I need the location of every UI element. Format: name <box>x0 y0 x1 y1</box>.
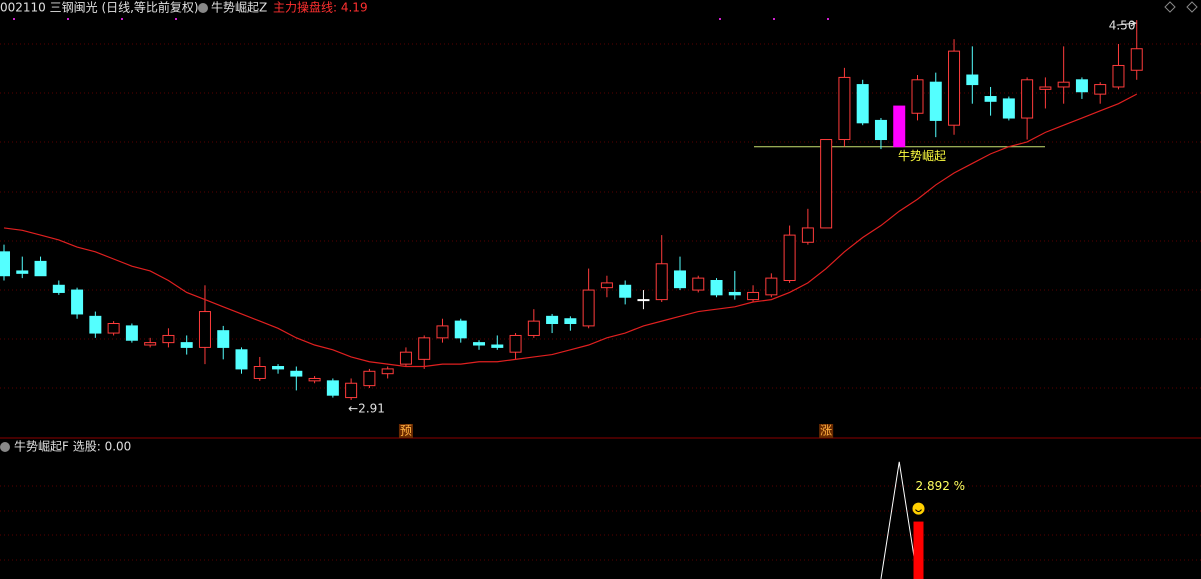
candle-body <box>856 84 869 124</box>
candle-body <box>527 320 540 336</box>
indicator-name: 牛势崛起Z <box>211 0 267 15</box>
candle-body <box>984 96 997 102</box>
candle-body <box>747 291 760 301</box>
candle-body <box>564 318 577 325</box>
value-label: 2.892 % <box>916 479 966 493</box>
candle-body <box>1094 84 1107 95</box>
dot <box>13 18 15 20</box>
candle-body <box>637 299 650 302</box>
candle-body <box>673 270 686 289</box>
candle-body <box>345 382 358 399</box>
candle-body <box>125 325 138 341</box>
candle-body <box>235 349 248 370</box>
candle-body <box>217 330 230 348</box>
candle-body <box>546 315 559 325</box>
candle-body <box>52 284 65 293</box>
candle-body <box>1021 79 1034 119</box>
chart-title: 002110 三钢闽光 (日线,等比前复权) <box>0 0 199 15</box>
candle-body <box>198 311 211 348</box>
candle-body <box>948 50 961 126</box>
candle-body <box>509 334 522 353</box>
window-icons[interactable] <box>1164 1 1198 13</box>
dot <box>67 18 69 20</box>
high-arrow <box>1116 20 1137 27</box>
candle-body <box>272 366 285 370</box>
marker: 涨 <box>820 423 832 438</box>
candle-body <box>600 282 613 289</box>
signal-bar <box>913 521 924 579</box>
menu-icon[interactable] <box>0 442 10 452</box>
candle-body <box>308 377 321 382</box>
candle-body <box>399 351 412 365</box>
candle-body <box>893 105 906 148</box>
candle-body <box>783 234 796 282</box>
candle-body <box>692 277 705 291</box>
candle-body <box>16 270 29 274</box>
candle-body <box>655 263 668 301</box>
candle-body <box>820 139 833 229</box>
candle-body <box>874 119 887 141</box>
marker-box <box>398 424 413 438</box>
candle-body <box>966 74 979 86</box>
signal-line <box>880 461 918 579</box>
candle-body <box>381 368 394 375</box>
candle-body <box>454 320 467 339</box>
candle-body <box>911 79 924 114</box>
candle-body <box>34 260 47 277</box>
candle-body <box>728 291 741 296</box>
smiley <box>912 502 925 515</box>
candle-body <box>619 284 632 298</box>
dot <box>175 18 177 20</box>
dot <box>827 18 829 20</box>
candle-body <box>1057 81 1070 88</box>
marker-box <box>819 424 834 438</box>
candle-body <box>1002 98 1015 119</box>
candle-body <box>929 81 942 121</box>
candle-body <box>473 342 486 346</box>
level-label: 牛势崛起 <box>898 148 946 163</box>
smiley-face <box>915 509 922 513</box>
candle-body <box>0 251 10 277</box>
candle-body <box>89 315 102 334</box>
grid <box>0 43 1201 561</box>
candle-body <box>326 380 339 396</box>
candle-body <box>1039 86 1052 90</box>
candle-body <box>1112 64 1125 88</box>
low-label: ←2.91 <box>348 401 385 415</box>
dot <box>121 18 123 20</box>
candle-body <box>418 337 431 360</box>
candle-body <box>801 227 814 243</box>
candle-body <box>290 370 303 377</box>
ma-label: 主力操盘线: 4.19 <box>273 0 368 15</box>
ma-line <box>3 93 1138 368</box>
candle-body <box>71 289 84 315</box>
candle-body <box>765 277 778 296</box>
candle-body <box>710 280 723 296</box>
candle-body <box>253 366 266 379</box>
candle-body <box>1075 79 1088 93</box>
candle-body <box>144 342 157 346</box>
candle-body <box>180 342 193 348</box>
candle-body <box>491 344 504 348</box>
candle-body <box>436 325 449 339</box>
high-label: 4.50 <box>1109 19 1136 33</box>
candle-body <box>582 289 595 327</box>
marker: 预 <box>400 424 412 438</box>
candle-body <box>363 370 376 387</box>
dot <box>719 18 721 20</box>
lower-title: 牛势崛起F 选股: 0.00 <box>14 439 131 454</box>
top-dots <box>13 18 829 20</box>
menu-icon[interactable] <box>198 3 208 13</box>
candle-body <box>162 334 175 344</box>
dot <box>773 18 775 20</box>
candle-body <box>838 76 851 141</box>
candle-body <box>107 323 120 334</box>
candle-body <box>1130 48 1143 71</box>
